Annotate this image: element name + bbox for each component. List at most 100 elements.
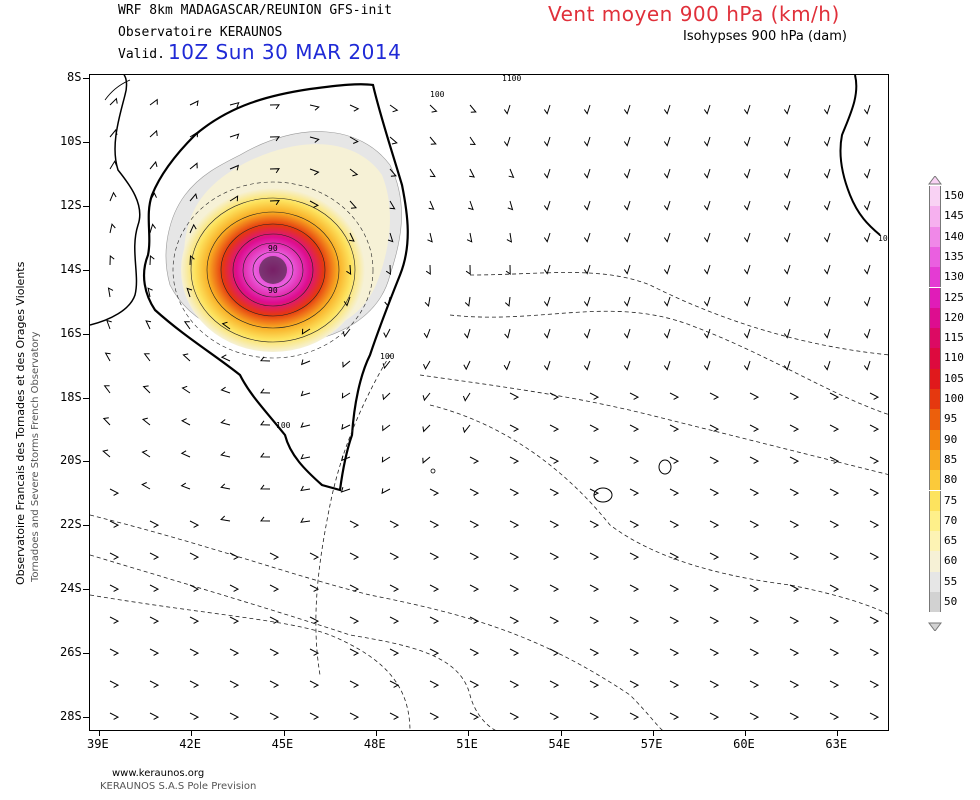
wind-barb bbox=[269, 168, 280, 174]
wind-barb bbox=[102, 417, 111, 426]
africa-coast bbox=[90, 75, 141, 326]
wind-barb bbox=[469, 104, 477, 113]
wind-barb bbox=[669, 712, 680, 720]
wind-barb bbox=[149, 520, 160, 528]
legend-label: 95 bbox=[944, 412, 958, 426]
wind-barb bbox=[346, 264, 352, 275]
wind-barb bbox=[349, 168, 359, 177]
legend-label: 55 bbox=[944, 574, 958, 588]
wind-barb bbox=[743, 168, 751, 179]
longitude-tick-label: 39E bbox=[87, 737, 109, 751]
wind-barbs bbox=[102, 97, 880, 720]
wind-barb bbox=[382, 360, 391, 370]
wind-barb bbox=[149, 616, 160, 624]
wind-barb bbox=[508, 168, 515, 179]
wind-barb bbox=[829, 584, 840, 592]
wind-barb bbox=[389, 552, 400, 560]
wind-barb bbox=[189, 680, 200, 688]
wind-barb bbox=[789, 456, 800, 464]
wind-barb bbox=[183, 321, 191, 330]
wind-barb bbox=[349, 712, 360, 720]
wind-barb bbox=[709, 424, 720, 432]
wind-barb bbox=[829, 616, 840, 624]
legend-label: 110 bbox=[944, 351, 964, 365]
wind-barb bbox=[149, 648, 160, 656]
wind-barb bbox=[220, 354, 231, 362]
wind-barb bbox=[300, 422, 311, 428]
weather-map: 100 100 100 100 90 90 1100 bbox=[89, 74, 889, 731]
wind-barb bbox=[509, 392, 520, 400]
observatory-label: Observatoire KERAUNOS bbox=[118, 25, 283, 40]
chart-subtitle: Isohypses 900 hPa (dam) bbox=[683, 29, 847, 44]
valid-label: Valid. bbox=[118, 47, 165, 62]
wind-barb bbox=[543, 328, 551, 339]
wind-barb bbox=[309, 552, 320, 560]
map-canvas: 100 100 100 100 90 90 1100 bbox=[90, 75, 889, 730]
wind-barb bbox=[783, 136, 791, 147]
wind-barb bbox=[428, 200, 435, 210]
wind-barb bbox=[669, 584, 680, 592]
wind-barb bbox=[149, 223, 156, 234]
wind-barb bbox=[829, 680, 840, 688]
wind-barb bbox=[549, 520, 560, 528]
footer-url: www.keraunos.org bbox=[112, 768, 205, 779]
wind-barb bbox=[109, 97, 118, 106]
wind-barb bbox=[149, 192, 157, 202]
wind-barb bbox=[180, 418, 191, 426]
wind-barb bbox=[623, 200, 631, 211]
wind-barb bbox=[300, 390, 311, 397]
wind-barb bbox=[181, 385, 191, 394]
wind-barb bbox=[469, 648, 480, 656]
wind-barb bbox=[789, 584, 800, 592]
longitude-tick-label: 63E bbox=[825, 737, 848, 751]
wind-barb bbox=[589, 392, 600, 400]
wind-barb bbox=[429, 104, 438, 113]
legend-swatch bbox=[929, 287, 941, 308]
wind-barb bbox=[106, 319, 112, 330]
wind-barb bbox=[221, 321, 231, 330]
wind-barb bbox=[429, 712, 440, 720]
wind-barb bbox=[269, 680, 280, 688]
wind-barb bbox=[869, 392, 880, 400]
longitude-tick-label: 57E bbox=[640, 737, 663, 751]
wind-barb bbox=[429, 520, 440, 528]
wind-barb bbox=[309, 104, 320, 111]
wind-barb bbox=[349, 616, 360, 624]
wind-barb bbox=[823, 104, 831, 115]
wind-barb bbox=[149, 160, 158, 170]
wind-barb bbox=[823, 136, 831, 147]
wind-barb bbox=[589, 520, 600, 528]
wind-barb bbox=[743, 136, 751, 147]
wind-barb bbox=[869, 488, 880, 496]
wind-barb bbox=[349, 552, 360, 560]
wind-barb bbox=[103, 385, 111, 394]
contour-label: 100 bbox=[878, 234, 889, 243]
wind-barb bbox=[629, 712, 640, 720]
wind-barb bbox=[663, 104, 671, 115]
wind-barb bbox=[783, 168, 791, 179]
wind-barb bbox=[789, 616, 800, 624]
legend-swatch bbox=[929, 206, 941, 227]
wind-barb bbox=[623, 136, 631, 147]
wind-barb bbox=[829, 552, 840, 560]
wind-barb bbox=[583, 168, 591, 179]
wind-barb bbox=[829, 712, 840, 720]
wind-barb bbox=[423, 328, 431, 339]
wind-barb bbox=[422, 392, 431, 402]
wind-barb bbox=[629, 520, 640, 528]
wind-barb bbox=[229, 616, 240, 624]
wind-barb bbox=[220, 451, 231, 458]
wind-barb bbox=[743, 104, 751, 115]
longitude-tick bbox=[560, 731, 562, 736]
wind-barb bbox=[429, 552, 440, 560]
wind-barb bbox=[549, 552, 560, 560]
wind-barb bbox=[342, 328, 351, 338]
wind-barb bbox=[189, 131, 199, 138]
wind-barb bbox=[260, 420, 271, 426]
wind-barb bbox=[309, 680, 320, 688]
wind-barb bbox=[186, 287, 193, 298]
wind-barb bbox=[429, 680, 440, 688]
wind-barb bbox=[220, 386, 231, 394]
wind-barb bbox=[663, 168, 671, 179]
legend-label: 150 bbox=[944, 189, 964, 202]
